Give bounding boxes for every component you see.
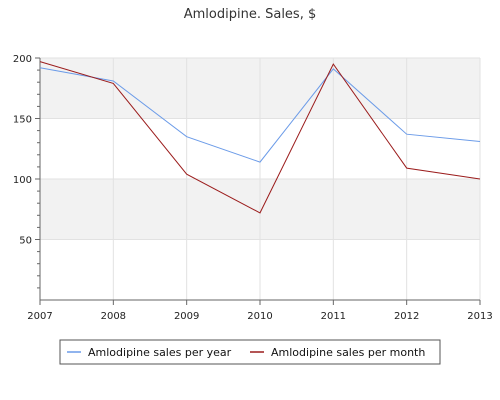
x-tick-label: 2011 xyxy=(321,311,346,322)
y-tick-label: 50 xyxy=(19,236,32,247)
y-tick-label: 200 xyxy=(13,54,32,65)
x-tick-label: 2007 xyxy=(27,311,52,322)
axes: 50 100 150 200 2007 2008 2009 2010 2011 2012 2013 xyxy=(13,54,493,322)
x-tick-label: 2013 xyxy=(467,311,492,322)
x-tick-label: 2008 xyxy=(101,311,126,322)
y-tick-label: 150 xyxy=(13,115,32,126)
x-tick-label: 2009 xyxy=(174,311,199,322)
legend-label: Amlodipine sales per month xyxy=(271,346,425,359)
x-tick-label: 2010 xyxy=(247,311,272,322)
legend-label: Amlodipine sales per year xyxy=(88,346,232,359)
series-lines xyxy=(39,61,481,214)
y-tick-label: 100 xyxy=(13,175,32,186)
legend: Amlodipine sales per year Amlodipine sale… xyxy=(59,339,441,365)
series-line xyxy=(39,67,481,163)
x-tick-label: 2012 xyxy=(394,311,419,322)
series-line xyxy=(39,61,481,214)
chart-title: Amlodipine. Sales, $ xyxy=(184,7,317,22)
